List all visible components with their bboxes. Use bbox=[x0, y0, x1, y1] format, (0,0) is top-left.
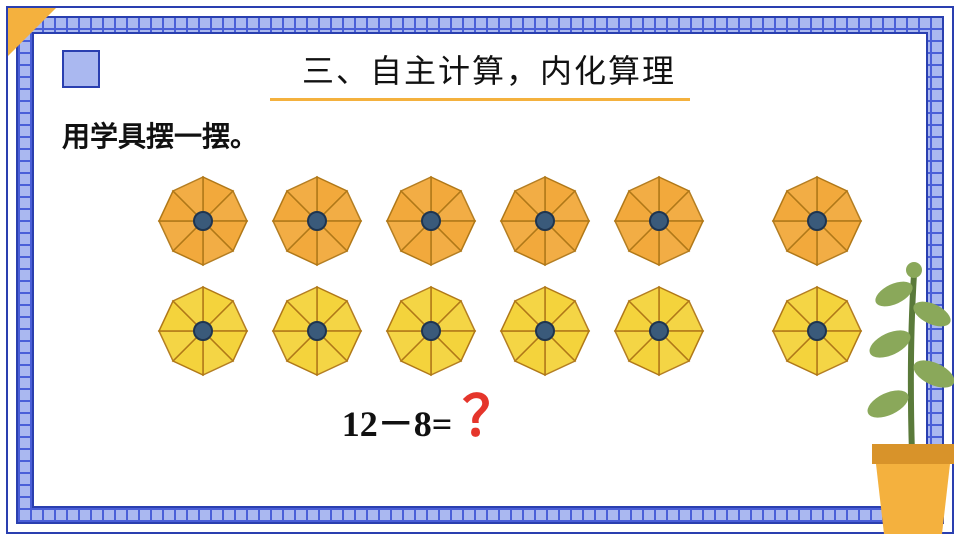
pinwheel-icon bbox=[153, 281, 253, 381]
question-mark-icon: ？ bbox=[462, 389, 518, 445]
title-square-icon bbox=[62, 50, 100, 88]
equation-row: 12－8= ？ bbox=[62, 393, 898, 449]
outer-frame: 三、自主计算，内化算理 用学具摆一摆。 bbox=[6, 6, 954, 534]
pinwheel-icon bbox=[153, 171, 253, 271]
corner-fold-icon bbox=[8, 8, 56, 56]
pinwheel-icon bbox=[267, 171, 367, 271]
equation-op: － bbox=[378, 403, 414, 444]
plant-decoration-icon bbox=[824, 234, 954, 534]
pinwheel-icon bbox=[381, 281, 481, 381]
title-underline bbox=[270, 98, 690, 101]
pinwheel-row-1 bbox=[153, 171, 867, 271]
pinwheel-row-2 bbox=[153, 281, 867, 381]
pinwheel-area bbox=[122, 171, 898, 381]
pinwheel-icon bbox=[381, 171, 481, 271]
equation-eq: = bbox=[432, 404, 453, 444]
equation-lhs-b: 8 bbox=[414, 404, 432, 444]
equation-lhs-a: 12 bbox=[342, 404, 378, 444]
pinwheel-icon bbox=[495, 281, 595, 381]
pinwheel-icon bbox=[609, 281, 709, 381]
pinwheel-icon bbox=[267, 281, 367, 381]
pinwheel-icon bbox=[495, 171, 595, 271]
pinwheel-icon bbox=[609, 171, 709, 271]
title-row: 三、自主计算，内化算理 bbox=[62, 46, 898, 92]
slide-title: 三、自主计算，内化算理 bbox=[120, 46, 898, 92]
instruction-text: 用学具摆一摆。 bbox=[62, 115, 898, 155]
equation-text: 12－8= bbox=[342, 395, 453, 447]
pinwheel-gap bbox=[723, 171, 753, 271]
content-area: 三、自主计算，内化算理 用学具摆一摆。 bbox=[32, 32, 928, 508]
pinwheel-gap bbox=[723, 281, 753, 381]
